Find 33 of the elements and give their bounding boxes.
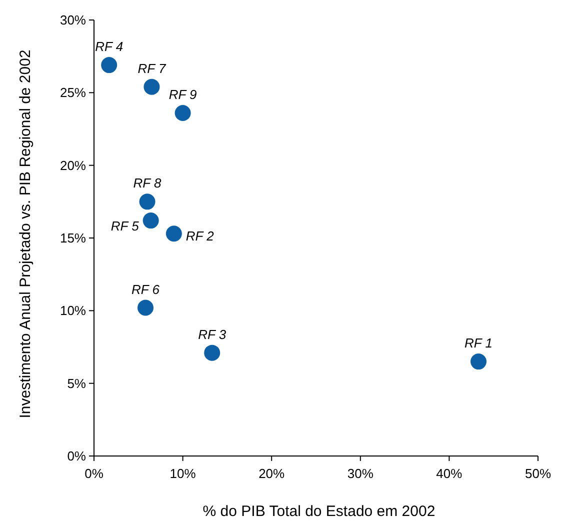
y-tick-label: 15% [60,230,86,246]
y-tick-label: 10% [60,303,86,318]
point [101,57,118,74]
point [166,226,182,242]
annotation: RF 1 [464,336,492,351]
point [139,194,156,210]
y-tick-label: 30% [60,12,86,28]
point [470,354,487,370]
x-tick-label: 20% [258,466,286,481]
annotation: RF 6 [132,282,160,297]
annotation: RF 4 [95,39,124,54]
annotation: RF 2 [186,228,215,244]
annotation: RF 9 [168,87,197,102]
x-tick-label: 10% [170,466,196,481]
y-tick-label: 5% [67,376,86,391]
y-tick-label: 0% [67,448,86,464]
x-tick-label: 40% [436,466,463,481]
point [142,212,159,229]
point [174,105,191,122]
x-tick-label: 50% [524,466,552,481]
annotation: RF 7 [138,60,166,76]
point [138,300,154,316]
x-tick-label: 0% [84,466,104,481]
point [144,78,160,95]
annotation: RF 5 [110,218,140,234]
y-tick-label: 25% [60,85,86,100]
y-tick-label: 20% [60,158,86,173]
annotation: RF 8 [133,176,162,191]
x-axis-title: % do PIB Total do Estado em 2002 [202,503,436,520]
x-tick-label: 30% [347,466,374,481]
y-axis-title: Investimento Anual Projetado vs. PIB Regional de 2002 [17,50,34,418]
annotation: RF 3 [198,326,227,342]
point [204,344,220,361]
